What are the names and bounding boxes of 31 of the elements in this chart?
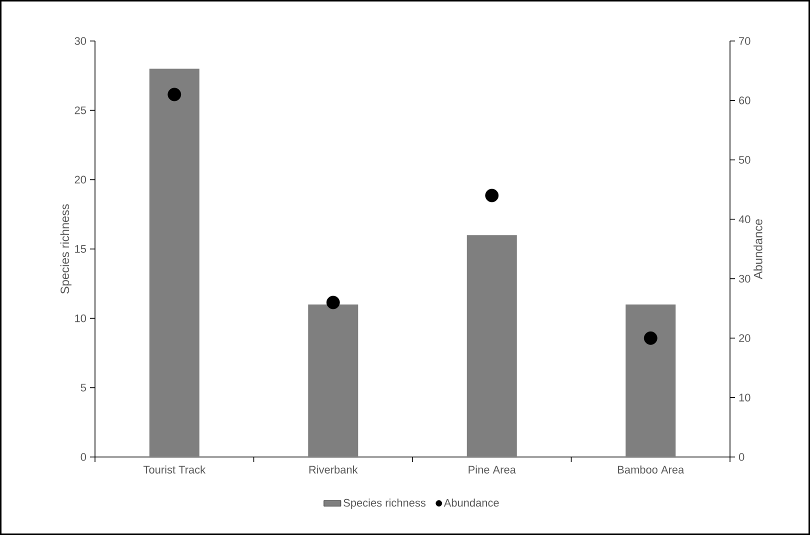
y-tick-label: 20 (74, 176, 86, 184)
y2-tick-label: 40 (738, 215, 750, 224)
x-tick-label: Tourist Track (143, 466, 206, 474)
point (485, 188, 499, 202)
x-tick-label: Pine Area (468, 466, 516, 474)
y2-tick-label: 30 (738, 274, 750, 283)
point (326, 296, 340, 310)
legend-label: Species richness (344, 498, 426, 509)
y2-tick-label: 60 (739, 96, 750, 104)
bar (626, 304, 676, 457)
x-tick-label: Bamboo Area (618, 466, 684, 474)
point (644, 331, 658, 345)
bar (149, 68, 200, 457)
y2-tick-label: 0 (738, 453, 744, 461)
point (168, 88, 182, 102)
y2-tick-label: 70 (739, 37, 750, 45)
y2-axis-title: Abundance (754, 219, 762, 280)
bar (466, 235, 517, 457)
x-tick-label: Riverbank (309, 466, 358, 474)
y-tick-label: 25 (74, 106, 86, 114)
y-tick-label: 30 (74, 37, 86, 45)
bar (308, 304, 358, 457)
y-tick-label: 0 (80, 453, 86, 461)
y2-tick-label: 10 (739, 394, 750, 402)
y2-tick-label: 50 (738, 156, 750, 164)
y-tick-label: 10 (75, 314, 86, 322)
y-axis-title: Species richness (60, 204, 72, 294)
y2-tick-label: 20 (739, 334, 750, 342)
y-tick-label: 15 (75, 245, 86, 253)
y-tick-label: 5 (80, 384, 86, 392)
legend-label: Abundance (444, 498, 499, 507)
